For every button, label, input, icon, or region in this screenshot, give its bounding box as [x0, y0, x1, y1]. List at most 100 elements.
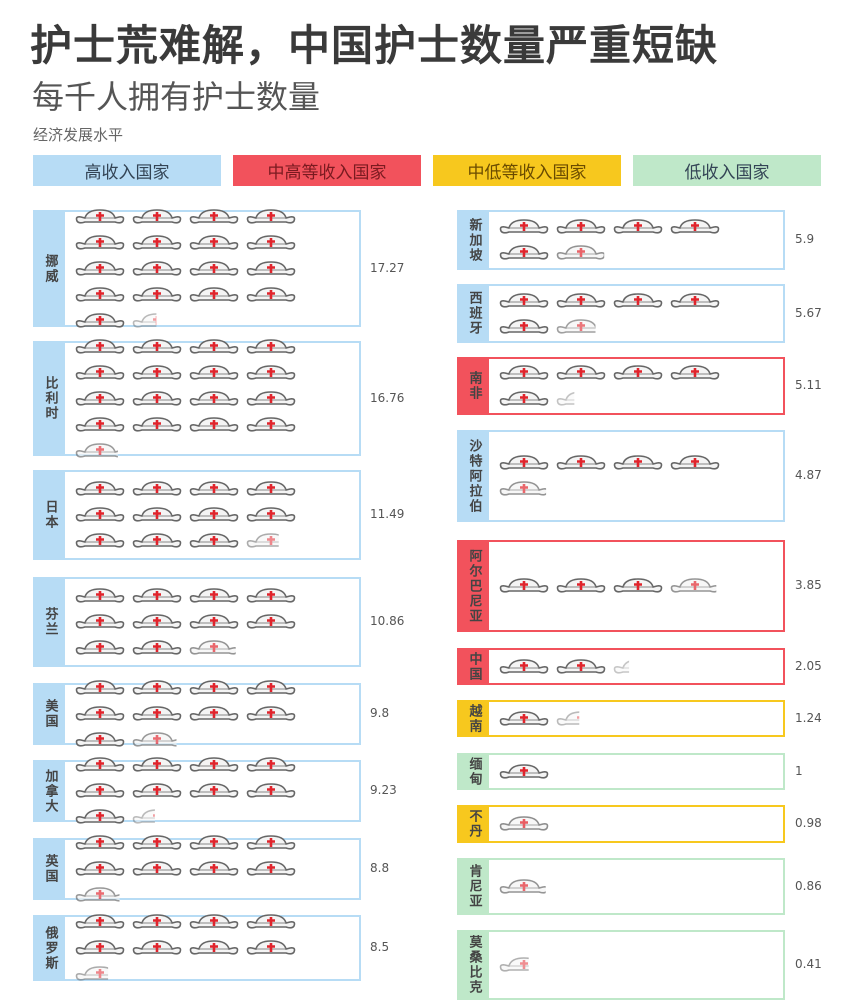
nurse-cap-icon — [554, 362, 608, 384]
country-box: 沙特阿拉伯 — [457, 430, 785, 522]
nurse-cap-icon — [497, 216, 551, 238]
nurse-cap-icon — [244, 362, 298, 384]
nurse-cap-icon — [73, 310, 127, 332]
nurse-cap-icon — [554, 242, 605, 264]
nurse-cap-icon — [73, 388, 127, 410]
country-box: 加拿大 — [33, 757, 361, 824]
country-label: 美国 — [35, 685, 65, 743]
nurse-cap-icon — [668, 216, 722, 238]
country-label: 中国 — [459, 650, 489, 683]
nurse-cap-icon — [497, 316, 551, 338]
country-box: 莫桑比克 — [457, 930, 785, 1000]
nurse-cap-icon — [73, 206, 127, 228]
nurse-cap-icon — [244, 504, 298, 526]
nurse-cap-icon — [187, 388, 241, 410]
subtitle: 每千人拥有护士数量 — [32, 78, 321, 116]
nurse-cap-icon — [187, 414, 241, 436]
nurse-cap-icon — [497, 362, 551, 384]
nurse-cap-icon — [244, 336, 298, 358]
nurse-cap-icon — [187, 858, 241, 880]
country-label: 日本 — [35, 472, 65, 558]
nurse-cap-icon — [187, 937, 241, 959]
legend-item-low: 低收入国家 — [633, 155, 821, 186]
nurse-cap-icon — [554, 290, 608, 312]
nurse-cap-icon — [244, 258, 298, 280]
nurse-cap-icon — [130, 703, 184, 725]
nurse-cap-icon — [130, 611, 184, 633]
nurse-cap-icon — [130, 637, 184, 659]
value-label: 5.9 — [795, 232, 815, 246]
country-box: 西班牙 — [457, 284, 785, 343]
nurse-cap-icon — [187, 585, 241, 607]
country-box: 阿尔巴尼亚 — [457, 540, 785, 632]
country-label: 比利时 — [35, 343, 65, 454]
value-label: 5.11 — [795, 378, 822, 392]
nurse-cap-icon — [187, 754, 241, 776]
country-label: 芬兰 — [35, 579, 65, 665]
country-box: 肯尼亚 — [457, 858, 785, 915]
nurse-cap-icon — [130, 937, 184, 959]
nurse-cap-icon — [73, 585, 127, 607]
value-label: 9.23 — [370, 783, 397, 797]
country-label: 越南 — [459, 702, 489, 735]
nurse-cap-icon — [130, 729, 177, 751]
nurse-cap-icon — [73, 729, 127, 751]
nurse-cap-icon — [130, 258, 184, 280]
country-box: 比利时 — [33, 338, 361, 458]
value-label: 3.85 — [795, 578, 822, 592]
nurse-cap-icon — [73, 963, 109, 985]
nurse-cap-icon — [611, 362, 665, 384]
nurse-cap-icon — [73, 637, 127, 659]
country-box: 不丹 — [457, 805, 785, 843]
legend-title: 经济发展水平 — [33, 126, 124, 144]
page-title: 护士荒难解，中国护士数量严重短缺 — [30, 21, 719, 70]
nurse-cap-icon — [73, 336, 127, 358]
country-box: 英国 — [33, 835, 361, 902]
value-label: 2.05 — [795, 658, 822, 673]
nurse-cap-icon — [244, 611, 298, 633]
nurse-cap-icon — [668, 452, 722, 474]
nurse-cap-icon — [130, 336, 184, 358]
country-label: 肯尼亚 — [459, 860, 489, 913]
nurse-cap-icon — [244, 858, 298, 880]
nurse-cap-icon — [187, 362, 241, 384]
nurse-cap-icon — [73, 258, 127, 280]
legend-item-lower_middle: 中低等收入国家 — [433, 155, 621, 186]
country-box: 南非 — [457, 357, 785, 415]
nurse-cap-icon — [130, 585, 184, 607]
value-label: 0.98 — [795, 816, 822, 830]
nurse-cap-icon — [497, 575, 551, 597]
nurse-cap-icon — [130, 310, 157, 332]
nurse-cap-icon — [187, 504, 241, 526]
nurse-cap-icon — [130, 362, 184, 384]
country-label: 南非 — [459, 359, 489, 413]
value-label: 8.8 — [370, 861, 390, 875]
nurse-cap-icon — [73, 530, 127, 552]
legend-item-upper_middle: 中高等收入国家 — [233, 155, 421, 186]
value-label: 1.24 — [795, 710, 822, 725]
nurse-cap-icon — [130, 806, 155, 828]
nurse-cap-icon — [668, 290, 722, 312]
nurse-cap-icon — [130, 206, 184, 228]
nurse-cap-icon — [244, 388, 298, 410]
nurse-cap-icon — [73, 611, 127, 633]
nurse-cap-icon — [497, 452, 551, 474]
nurse-cap-icon — [73, 937, 127, 959]
nurse-cap-icon — [130, 284, 184, 306]
nurse-cap-icon — [187, 637, 236, 659]
country-box: 缅甸 — [457, 753, 785, 790]
nurse-cap-icon — [73, 504, 127, 526]
nurse-cap-icon — [73, 677, 127, 699]
nurse-cap-icon — [611, 656, 630, 678]
nurse-cap-icon — [187, 530, 241, 552]
nurse-cap-icon — [497, 876, 546, 898]
nurse-cap-icon — [187, 703, 241, 725]
nurse-cap-icon — [244, 832, 298, 854]
nurse-cap-icon — [130, 677, 184, 699]
nurse-cap-icon — [130, 530, 184, 552]
nurse-cap-icon — [73, 780, 127, 802]
nurse-cap-icon — [244, 206, 298, 228]
nurse-cap-icon — [73, 284, 127, 306]
country-label: 莫桑比克 — [459, 932, 489, 998]
value-label: 11.49 — [370, 507, 405, 521]
